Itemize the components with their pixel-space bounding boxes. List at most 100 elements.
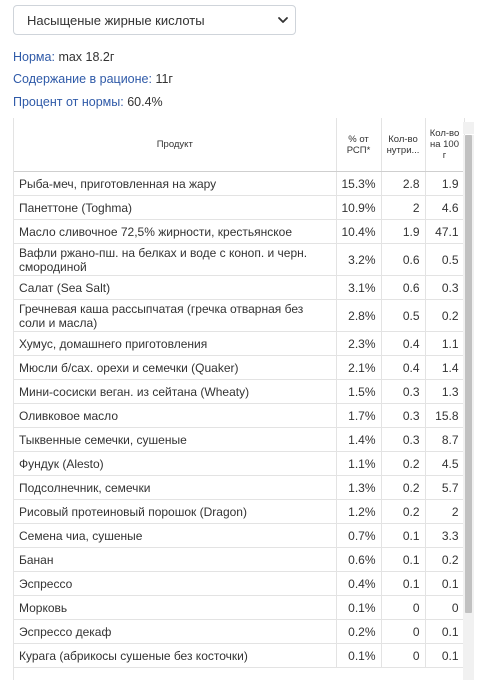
amount-cell: 0 xyxy=(381,643,426,668)
scrollbar-up-arrow[interactable] xyxy=(463,122,474,134)
percent-value: 60.4% xyxy=(127,95,163,109)
products-table-container[interactable]: Продукт % от РСП* Кол-во нутри... Кол-во… xyxy=(13,118,477,680)
table-row[interactable]: Рыба-меч, приготовленная на жару 15.3% 2.8… xyxy=(14,171,465,196)
percent-rsp-cell: 2.3% xyxy=(336,331,382,356)
percent-rsp-cell: 1.2% xyxy=(336,499,382,524)
table-row[interactable]: Морковь 0.1% 0 0 xyxy=(14,595,465,620)
percent-rsp-cell: 0.7% xyxy=(336,523,382,548)
content-label: Содержание в рационе: xyxy=(13,72,152,86)
amount-cell: 2 xyxy=(381,195,426,220)
product-name-cell: Рисовый протеиновый порошок (Dragon) xyxy=(14,499,337,524)
product-name-cell: Салат (Sea Salt) xyxy=(14,275,337,300)
nutrient-select-value: Насыщеные жирные кислоты xyxy=(27,13,205,28)
norm-line: Норма: max 18.2г xyxy=(13,50,114,64)
table-row[interactable]: Хумус, домашнего приготовления 2.3% 0.4 1.1 xyxy=(14,331,465,356)
header-per-100g[interactable]: Кол-во на 100 г xyxy=(425,118,465,172)
table-row[interactable]: Салат (Sea Salt) 3.1% 0.6 0.3 xyxy=(14,275,465,300)
percent-rsp-cell: 0.6% xyxy=(336,547,382,572)
amount-cell: 0.1 xyxy=(381,571,426,596)
percent-rsp-cell: 1.1% xyxy=(336,451,382,476)
percent-line: Процент от нормы: 60.4% xyxy=(13,95,163,109)
per-100g-cell: 0.1 xyxy=(425,619,465,644)
table-row[interactable]: Банан 0.6% 0.1 0.2 xyxy=(14,547,465,572)
table-row[interactable]: Гречневая каша рассыпчатая (гречка отвар… xyxy=(14,299,465,332)
per-100g-cell: 4.6 xyxy=(425,195,465,220)
table-body: Рыба-меч, приготовленная на жару 15.3% 2.8… xyxy=(14,171,465,668)
amount-cell: 0.4 xyxy=(381,355,426,380)
percent-rsp-cell: 0.2% xyxy=(336,619,382,644)
scrollbar-thumb[interactable] xyxy=(465,135,472,613)
norm-value: max 18.2г xyxy=(58,50,115,64)
product-name-cell: Хумус, домашнего приготовления xyxy=(14,331,337,356)
product-name-cell: Семена чиа, сушеные xyxy=(14,523,337,548)
percent-rsp-cell: 0.1% xyxy=(336,595,382,620)
table-row[interactable]: Подсолнечник, семечки 1.3% 0.2 5.7 xyxy=(14,475,465,500)
percent-label: Процент от нормы: xyxy=(13,95,124,109)
product-name-cell: Гречневая каша рассыпчатая (гречка отвар… xyxy=(14,299,337,332)
per-100g-cell: 0.3 xyxy=(425,275,465,300)
percent-rsp-cell: 10.9% xyxy=(336,195,382,220)
per-100g-cell: 3.3 xyxy=(425,523,465,548)
table-row[interactable]: Мини-сосиски веган. из сейтана (Wheaty) 1… xyxy=(14,379,465,404)
product-name-cell: Масло сливочное 72,5% жирности, крестьян… xyxy=(14,219,337,244)
amount-cell: 0.2 xyxy=(381,499,426,524)
percent-rsp-cell: 10.4% xyxy=(336,219,382,244)
percent-rsp-cell: 15.3% xyxy=(336,171,382,196)
table-row[interactable]: Вафли ржано-пш. на белках и воде с коноп… xyxy=(14,243,465,276)
header-percent-rsp[interactable]: % от РСП* xyxy=(336,118,382,172)
amount-cell: 0.2 xyxy=(381,451,426,476)
table-row[interactable]: Масло сливочное 72,5% жирности, крестьян… xyxy=(14,219,465,244)
product-name-cell: Эспрессо xyxy=(14,571,337,596)
product-name-cell: Курага (абрикосы сушеные без косточки) xyxy=(14,643,337,668)
percent-rsp-cell: 3.2% xyxy=(336,243,382,276)
per-100g-cell: 1.1 xyxy=(425,331,465,356)
table-row[interactable]: Фундук (Alesto) 1.1% 0.2 4.5 xyxy=(14,451,465,476)
amount-cell: 0.4 xyxy=(381,331,426,356)
amount-cell: 0.3 xyxy=(381,403,426,428)
per-100g-cell: 0.2 xyxy=(425,547,465,572)
table-row[interactable]: Панеттоне (Toghma) 10.9% 2 4.6 xyxy=(14,195,465,220)
product-name-cell: Подсолнечник, семечки xyxy=(14,475,337,500)
per-100g-cell: 1.9 xyxy=(425,171,465,196)
product-name-cell: Банан xyxy=(14,547,337,572)
header-product[interactable]: Продукт xyxy=(14,118,337,172)
percent-rsp-cell: 2.1% xyxy=(336,355,382,380)
per-100g-cell: 0 xyxy=(425,595,465,620)
product-name-cell: Фундук (Alesto) xyxy=(14,451,337,476)
table-row[interactable]: Тыквенные семечки, сушеные 1.4% 0.3 8.7 xyxy=(14,427,465,452)
product-name-cell: Панеттоне (Toghma) xyxy=(14,195,337,220)
per-100g-cell: 0.2 xyxy=(425,299,465,332)
amount-cell: 0 xyxy=(381,595,426,620)
per-100g-cell: 8.7 xyxy=(425,427,465,452)
table-row[interactable]: Курага (абрикосы сушеные без косточки) 0.… xyxy=(14,643,465,668)
per-100g-cell: 5.7 xyxy=(425,475,465,500)
percent-rsp-cell: 0.1% xyxy=(336,643,382,668)
per-100g-cell: 0.1 xyxy=(425,643,465,668)
per-100g-cell: 0.1 xyxy=(425,571,465,596)
table-row[interactable]: Мюсли б/сах. орехи и семечки (Quaker) 2.1… xyxy=(14,355,465,380)
table-row[interactable]: Семена чиа, сушеные 0.7% 0.1 3.3 xyxy=(14,523,465,548)
product-name-cell: Рыба-меч, приготовленная на жару xyxy=(14,171,337,196)
per-100g-cell: 15.8 xyxy=(425,403,465,428)
amount-cell: 0.3 xyxy=(381,427,426,452)
percent-rsp-cell: 3.1% xyxy=(336,275,382,300)
amount-cell: 2.8 xyxy=(381,171,426,196)
per-100g-cell: 47.1 xyxy=(425,219,465,244)
content-line: Содержание в рационе: 11г xyxy=(13,72,173,86)
product-name-cell: Тыквенные семечки, сушеные xyxy=(14,427,337,452)
amount-cell: 0.6 xyxy=(381,243,426,276)
header-amount[interactable]: Кол-во нутри... xyxy=(381,118,426,172)
product-name-cell: Мини-сосиски веган. из сейтана (Wheaty) xyxy=(14,379,337,404)
table-row[interactable]: Рисовый протеиновый порошок (Dragon) 1.2%… xyxy=(14,499,465,524)
percent-rsp-cell: 2.8% xyxy=(336,299,382,332)
table-row[interactable]: Эспрессо 0.4% 0.1 0.1 xyxy=(14,571,465,596)
percent-rsp-cell: 0.4% xyxy=(336,571,382,596)
amount-cell: 0.3 xyxy=(381,379,426,404)
amount-cell: 0.1 xyxy=(381,547,426,572)
per-100g-cell: 2 xyxy=(425,499,465,524)
nutrient-select[interactable]: Насыщеные жирные кислоты xyxy=(13,5,296,35)
products-table: Продукт % от РСП* Кол-во нутри... Кол-во… xyxy=(14,118,465,668)
table-row[interactable]: Оливковое масло 1.7% 0.3 15.8 xyxy=(14,403,465,428)
percent-rsp-cell: 1.4% xyxy=(336,427,382,452)
table-row[interactable]: Эспрессо декаф 0.2% 0 0.1 xyxy=(14,619,465,644)
